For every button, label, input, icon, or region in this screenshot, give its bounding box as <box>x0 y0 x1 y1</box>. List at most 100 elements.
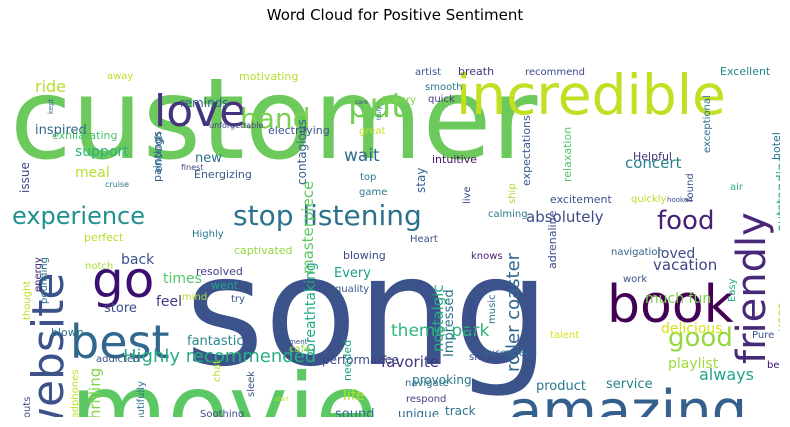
word-start: start <box>275 396 290 403</box>
word-love: love <box>154 86 246 137</box>
word-exceeded: exceeded <box>483 348 531 359</box>
word-expectations: expectations <box>520 115 533 186</box>
word-navigate: navigate <box>405 378 449 389</box>
word-track: track <box>445 404 476 417</box>
word-exhilarating: exhilarating <box>52 129 118 142</box>
word-concert: concert <box>625 154 682 172</box>
word-electrifying: electrifying <box>268 124 330 137</box>
word-beyond: beyond <box>767 360 780 371</box>
word-theme-park: theme park <box>391 321 490 341</box>
word-best: best <box>70 315 170 369</box>
word-amazing: amazing <box>508 379 747 417</box>
word-feel: feel <box>156 294 182 310</box>
word-support: support <box>75 144 129 160</box>
word-perfect: perfect <box>84 231 124 244</box>
word-stay: stay <box>414 168 428 193</box>
word-put: put <box>348 86 404 126</box>
word-delicious: delicious <box>661 321 723 337</box>
word-truly: truly <box>376 106 383 120</box>
word-sleek: sleek <box>246 371 257 397</box>
word-provoking: provoking <box>412 373 472 387</box>
word-playlist: playlist <box>668 356 719 372</box>
word-enough: enough <box>152 132 165 173</box>
word-user: user <box>775 303 780 332</box>
word-service: service <box>606 377 653 392</box>
word-artist: artist <box>415 67 441 78</box>
word-food: food <box>657 206 714 236</box>
word-unique: unique <box>398 407 439 417</box>
word-kept: kept <box>47 98 55 114</box>
word-calming: calming <box>488 209 528 220</box>
word-knows: knows <box>471 251 503 262</box>
word-quick: quick <box>428 94 455 105</box>
word-outstanding: outstanding <box>775 154 780 232</box>
word-inspired: inspired <box>35 123 87 138</box>
chart-title: Word Cloud for Positive Sentiment <box>266 6 524 24</box>
word-nostalgic: nostalgic <box>429 284 447 352</box>
word-cruise: cruise <box>105 180 129 189</box>
word-product: product <box>536 379 586 394</box>
word-book: book <box>607 275 734 335</box>
word-needed: needed <box>341 340 354 381</box>
word-hooked: hooked <box>667 196 693 204</box>
word-smooth: smooth <box>425 82 462 93</box>
word-much-fun: much fun <box>645 291 711 307</box>
word-absolutely: absolutely <box>526 208 604 226</box>
word-respond: respond <box>406 394 446 405</box>
word-sound: sound <box>335 407 374 417</box>
word-navigation: navigation <box>611 247 664 258</box>
word-vacation: vacation <box>653 256 717 274</box>
word-energy: energy <box>33 257 44 292</box>
word-workouts: workouts <box>22 397 33 417</box>
word-found: found <box>685 173 696 202</box>
word-paintings: paintings <box>151 131 164 182</box>
word-breathtaking: breathtaking <box>303 262 319 352</box>
word-highly-recommended: Highly recommended <box>123 346 316 367</box>
word-resolved: resolved <box>196 265 243 278</box>
word-always: always <box>699 365 754 384</box>
word-song: song <box>185 223 550 400</box>
word-highly: Highly <box>192 229 224 240</box>
word-addicted: addicted <box>96 354 140 365</box>
word-pure: Pure <box>752 330 774 341</box>
word-hotel: hotel <box>770 132 780 160</box>
word-fantastic: fantastic <box>187 334 243 349</box>
word-heart: Heart <box>410 234 438 245</box>
word-reminds: reminds <box>180 96 229 110</box>
word-times: times <box>163 271 202 287</box>
word-great: great <box>359 126 386 137</box>
word-finest: finest <box>181 163 203 172</box>
word-movie: movie <box>70 352 377 417</box>
word-headphones: headphones <box>70 370 81 417</box>
word-friendly: friendly <box>729 212 775 364</box>
word-quality: quality <box>335 284 369 295</box>
word-masterpiece: masterpiece <box>299 181 317 274</box>
word-mind: mind <box>182 292 207 303</box>
word-unforgettable: unforgettable <box>209 121 263 130</box>
word-life: life <box>343 388 364 404</box>
word-notch: notch <box>85 261 113 272</box>
word-top: top <box>360 172 376 183</box>
word-design: design <box>465 297 478 334</box>
word-good: good <box>668 323 733 353</box>
word-captivated: captivated <box>234 244 292 257</box>
word-soothing: Soothing <box>200 409 244 417</box>
word-band: band <box>240 102 310 135</box>
word-cafe: cafe <box>289 344 310 355</box>
word-air: air <box>730 182 744 193</box>
word-live: live <box>462 186 473 204</box>
word-incredible: incredible <box>456 63 726 127</box>
word-motivating: motivating <box>239 70 298 83</box>
word-breath: breath <box>458 65 494 78</box>
word-ship: ship <box>507 183 518 204</box>
word-back: back <box>121 252 155 268</box>
word-cloud: customer song movie incredible amazing book we… <box>10 32 780 417</box>
word-roller-coaster: roller coaster <box>503 252 524 372</box>
word-moment: moment <box>278 338 308 346</box>
word-thrilling: thrilling <box>86 368 104 417</box>
word-luxury: Luxury <box>382 95 416 106</box>
word-try: try <box>231 294 245 305</box>
word-easy: Easy <box>727 278 738 302</box>
word-thought: thought <box>22 281 33 320</box>
